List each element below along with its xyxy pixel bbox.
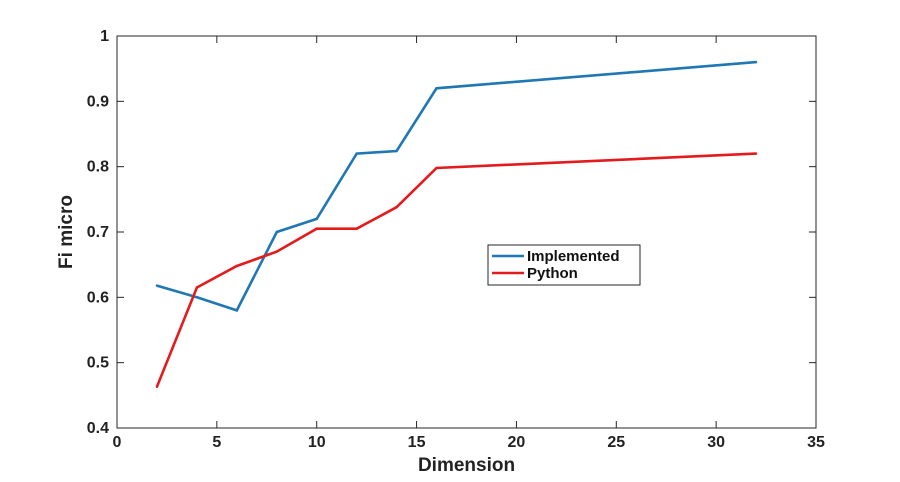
plot-frame (116, 35, 817, 429)
data-point (155, 385, 159, 389)
y-tick-label: 0.6 (87, 289, 109, 306)
y-tick-label: 0.8 (87, 159, 109, 176)
y-tick-label: 0.9 (87, 93, 109, 110)
x-axis-title: Dimension (418, 455, 515, 476)
data-point (395, 205, 398, 209)
data-point (754, 60, 758, 64)
series-line-python (155, 152, 757, 388)
data-point (195, 286, 199, 289)
data-point (355, 227, 358, 230)
series-python (155, 152, 758, 389)
data-point (754, 152, 758, 155)
data-point (275, 230, 278, 234)
data-point (435, 166, 438, 170)
x-tick-label: 20 (508, 434, 526, 451)
x-tick-label: 5 (212, 434, 221, 451)
axes: 0 5 10 15 20 25 30 35 0.4 0.5 0.6 0.7 0.8 0.9 1 Dimensi… (56, 28, 825, 476)
y-axis-title: Fi micro (56, 195, 77, 269)
y-tick-label: 0.7 (87, 224, 109, 241)
data-point (315, 227, 318, 230)
data-point (235, 309, 239, 312)
data-point (235, 264, 239, 268)
data-point (275, 250, 278, 253)
data-point (435, 87, 438, 90)
y-tick-label: 0.4 (87, 420, 109, 437)
legend-label-implemented: Implemented (527, 248, 620, 265)
series-group (155, 60, 758, 389)
series-implemented (155, 60, 758, 312)
data-point (155, 284, 159, 287)
x-tick-label: 0 (113, 434, 122, 451)
series-line-implemented (156, 60, 757, 312)
x-tick-label: 15 (408, 434, 426, 451)
data-point (355, 152, 358, 155)
x-tick-label: 35 (807, 434, 825, 451)
legend-label-python: Python (527, 265, 578, 282)
data-point (195, 296, 199, 299)
y-tick-label: 0.5 (87, 355, 109, 372)
legend-box (487, 244, 641, 286)
data-point (315, 217, 318, 221)
y-tick-label: 1 (100, 28, 109, 45)
data-point (395, 149, 398, 153)
x-tick-label: 10 (308, 434, 326, 451)
x-tick-label: 30 (707, 434, 725, 451)
x-tick-label: 25 (607, 434, 625, 451)
